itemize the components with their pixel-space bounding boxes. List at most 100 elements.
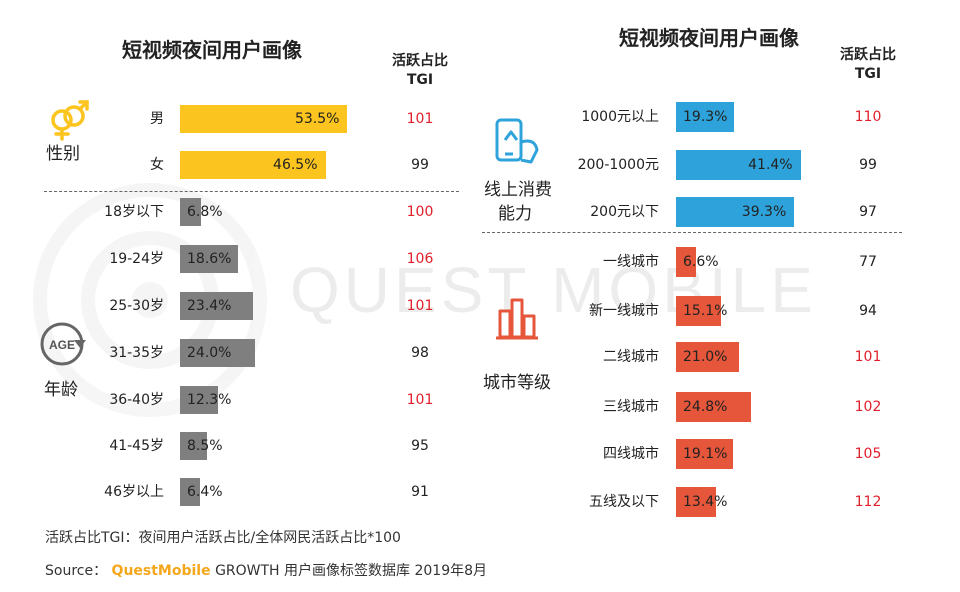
bar-value-label: 19.1%: [683, 446, 728, 462]
tgi-value: 101: [406, 111, 434, 127]
left-tgi-header-line2: TGI: [406, 72, 434, 88]
group-label-consumption: 线上消费 能力: [484, 178, 552, 226]
category-label: 男: [150, 111, 164, 127]
group-label-city: 城市等级: [483, 373, 551, 393]
bar-value-label: 12.3%: [187, 392, 232, 408]
footer-source-prefix: Source：: [45, 563, 108, 579]
bar-value-label: 24.0%: [187, 345, 232, 361]
tgi-value: 101: [406, 392, 434, 408]
bar-value-label: 21.0%: [683, 349, 728, 365]
category-label: 三线城市: [603, 399, 659, 415]
category-label: 新一线城市: [589, 303, 659, 319]
bar: [676, 247, 696, 277]
right-group-divider: [482, 232, 902, 233]
category-label: 二线城市: [603, 349, 659, 365]
bar-value-label: 6.6%: [683, 254, 719, 270]
tgi-value: 101: [406, 298, 434, 314]
category-label: 36-40岁: [109, 392, 164, 408]
category-label: 200元以下: [590, 204, 659, 220]
tgi-value: 110: [854, 109, 882, 125]
tgi-value: 91: [411, 484, 429, 500]
group-label-age: 年龄: [44, 380, 78, 400]
category-label: 1000元以上: [581, 109, 659, 125]
category-label: 46岁以上: [104, 484, 164, 500]
tgi-value: 95: [411, 438, 429, 454]
mobile-payment-icon: [495, 118, 539, 164]
bar-value-label: 46.5%: [273, 157, 318, 173]
left-group-divider: [44, 191, 459, 192]
bar-value-label: 6.8%: [187, 204, 223, 220]
category-label: 25-30岁: [109, 298, 164, 314]
left-tgi-header: 活跃占比 TGI: [380, 52, 460, 90]
category-label: 五线及以下: [589, 494, 659, 510]
svg-text:AGE: AGE: [49, 338, 75, 352]
bar: [180, 386, 219, 414]
bar-value-label: 15.1%: [683, 303, 728, 319]
right-tgi-header-line1: 活跃占比: [840, 47, 896, 63]
tgi-value: 97: [859, 204, 877, 220]
group-label-consumption-line2: 能力: [498, 204, 532, 224]
left-tgi-header-line1: 活跃占比: [392, 53, 448, 69]
tgi-value: 102: [854, 399, 882, 415]
bar-value-label: 24.8%: [683, 399, 728, 415]
category-label: 女: [150, 157, 164, 173]
bar: [676, 296, 722, 326]
bar: [676, 487, 717, 517]
category-label: 19-24岁: [109, 251, 164, 267]
tgi-value: 106: [406, 251, 434, 267]
right-tgi-header: 活跃占比 TGI: [828, 46, 908, 84]
bar: [180, 245, 239, 273]
bar-value-label: 53.5%: [294, 111, 340, 127]
bar: [180, 339, 256, 367]
footer-source-brand: QuestMobile: [111, 563, 211, 579]
bar: [180, 432, 207, 460]
tgi-value: 101: [854, 349, 882, 365]
tgi-value: 100: [406, 204, 434, 220]
category-label: 四线城市: [603, 446, 659, 462]
group-label-consumption-line1: 线上消费: [484, 180, 552, 200]
age-badge-icon: AGE: [40, 322, 86, 366]
right-chart-title: 短视频夜间用户画像: [619, 26, 799, 50]
bar: [180, 105, 348, 133]
bar: [180, 151, 326, 179]
tgi-value: 112: [854, 494, 882, 510]
bar: [676, 150, 801, 180]
tgi-value: 99: [859, 157, 877, 173]
bar: [180, 292, 254, 320]
left-chart-title: 短视频夜间用户画像: [122, 38, 302, 62]
bar-value-label: 19.3%: [683, 109, 728, 125]
tgi-value: 98: [411, 345, 429, 361]
category-label: 18岁以下: [104, 204, 164, 220]
bar-value-label: 41.4%: [748, 157, 793, 173]
bar-value-label: 8.5%: [187, 438, 223, 454]
footer-source: Source： QuestMobile GROWTH 用户画像标签数据库 201…: [45, 560, 487, 580]
bar: [180, 198, 202, 226]
category-label: 31-35岁: [109, 345, 164, 361]
tgi-value: 77: [859, 254, 877, 270]
bar: [676, 102, 735, 132]
tgi-value: 105: [854, 446, 882, 462]
bar: [676, 439, 734, 469]
bar: [676, 392, 751, 422]
bar-value-label: 23.4%: [187, 298, 232, 314]
group-label-gender: 性别: [46, 144, 80, 164]
right-tgi-header-line2: TGI: [854, 66, 882, 82]
footer-source-suffix: GROWTH 用户画像标签数据库 2019年8月: [215, 563, 488, 579]
category-label: 一线城市: [603, 254, 659, 270]
tgi-value: 99: [411, 157, 429, 173]
bar: [676, 342, 740, 372]
bar-value-label: 6.4%: [187, 484, 223, 500]
bar-value-label: 13.4%: [683, 494, 728, 510]
gender-symbol-icon: [51, 100, 89, 141]
city-buildings-icon: [496, 298, 538, 340]
bar-value-label: 39.3%: [741, 204, 787, 220]
category-label: 41-45岁: [109, 438, 164, 454]
watermark-text: QUEST MOBILE: [290, 254, 817, 326]
footer-note: 活跃占比TGI：夜间用户活跃占比/全体网民活跃占比*100: [45, 530, 401, 546]
category-label: 200-1000元: [577, 157, 659, 173]
bar: [676, 197, 795, 227]
bar-value-label: 18.6%: [187, 251, 232, 267]
tgi-value: 94: [859, 303, 877, 319]
